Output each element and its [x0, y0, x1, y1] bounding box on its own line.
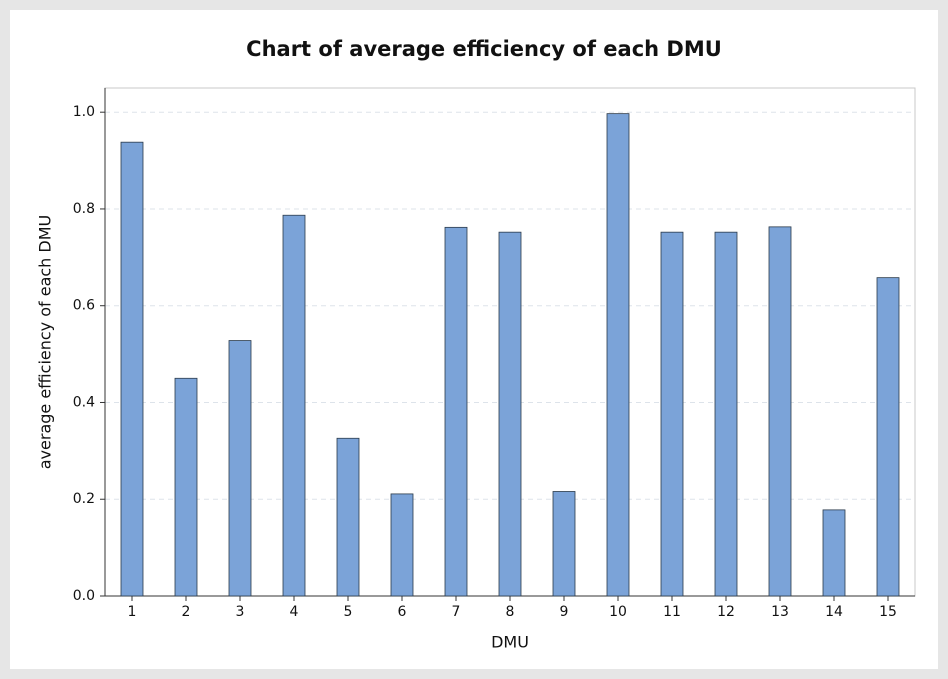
bar [174, 377, 198, 597]
bar [390, 493, 414, 597]
x-tick-label: 9 [560, 604, 569, 620]
bar [714, 231, 738, 597]
bar [660, 231, 684, 597]
bar [120, 141, 144, 597]
x-tick-label: 12 [717, 604, 735, 620]
x-tick-label: 8 [506, 604, 515, 620]
x-tick-label: 15 [879, 604, 897, 620]
x-tick-label: 3 [236, 604, 245, 620]
bar [822, 509, 846, 597]
y-tick-label: 0.6 [73, 298, 95, 314]
y-tick-label: 0.0 [73, 588, 95, 604]
x-tick-label: 13 [771, 604, 789, 620]
bar [444, 226, 468, 597]
bar [336, 437, 360, 597]
x-tick-label: 7 [452, 604, 461, 620]
x-tick-label: 4 [290, 604, 299, 620]
bar [282, 214, 306, 597]
x-tick-label: 5 [344, 604, 353, 620]
y-tick-label: 0.8 [73, 201, 95, 217]
bar [876, 277, 900, 597]
x-tick-label: 6 [398, 604, 407, 620]
y-tick-label: 1.0 [73, 104, 95, 120]
x-axis-label: DMU [491, 633, 529, 652]
y-tick-label: 0.4 [73, 394, 95, 410]
x-tick-label: 1 [128, 604, 137, 620]
bar [768, 226, 792, 597]
y-tick-label: 0.2 [73, 491, 95, 507]
x-tick-label: 2 [182, 604, 191, 620]
bar [498, 231, 522, 597]
x-tick-label: 14 [825, 604, 843, 620]
y-axis-label: average efficiency of each DMU [36, 215, 55, 470]
bar [606, 113, 630, 597]
x-tick-label: 11 [663, 604, 681, 620]
bar [552, 491, 576, 597]
x-tick-label: 10 [609, 604, 627, 620]
bar [228, 340, 252, 597]
chart-title: Chart of average efficiency of each DMU [246, 37, 722, 61]
